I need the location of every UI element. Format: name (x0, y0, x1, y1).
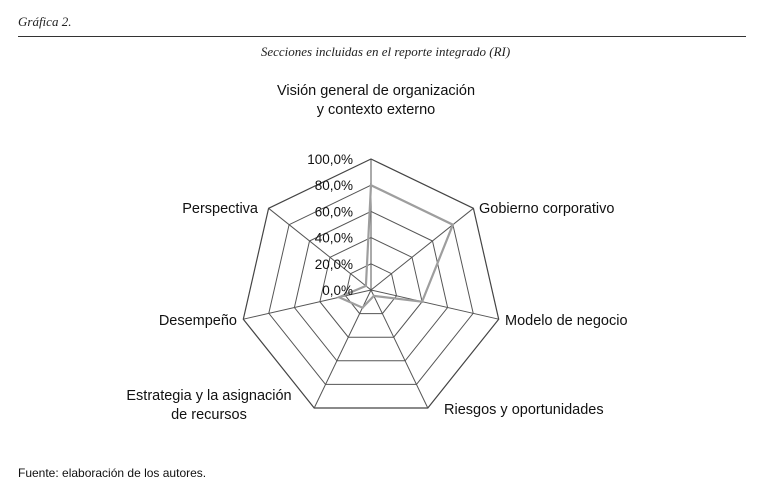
chart-title: Secciones incluidas en el reporte integr… (260, 44, 511, 59)
category-label-line: Visión general de organización (277, 83, 475, 99)
category-label-1: Gobierno corporativo (479, 201, 614, 217)
category-label-line: Modelo de negocio (505, 313, 628, 329)
tick-label-4: 80,0% (315, 178, 353, 193)
radar-category-labels: Visión general de organización y contexto… (126, 83, 627, 423)
axis-spoke-6 (268, 207, 372, 291)
category-label-line: Perspectiva (182, 201, 259, 217)
series-point-6 (364, 284, 368, 288)
category-label-line: Riesgos y oportunidades (444, 402, 604, 418)
series-point-2 (420, 300, 424, 303)
tick-label-2: 40,0% (315, 231, 353, 246)
header-rule (18, 36, 746, 37)
tick-label-5: 100,0% (307, 152, 353, 167)
axis-spoke-5 (243, 289, 372, 320)
category-label-line: Estrategia y la asignación (126, 388, 291, 404)
axis-spoke-4 (313, 289, 372, 409)
category-label-0: Visión general de organización y contexto… (277, 83, 475, 118)
series-point-5 (337, 296, 341, 299)
tick-label-1: 20,0% (315, 257, 353, 272)
grid-ring-3 (293, 210, 449, 362)
category-label-line: y contexto externo (317, 102, 436, 118)
category-label-3: Riesgos y oportunidades (444, 402, 604, 418)
series-point-0 (369, 184, 373, 187)
series-line-0 (336, 183, 455, 310)
radar-tick-labels: 0,0% 20,0% 40,0% 60,0% 80,0% 100,0% (307, 152, 353, 298)
axis-spoke-1 (370, 207, 474, 291)
axis-spoke-3 (370, 289, 429, 409)
radar-grid (242, 158, 500, 409)
category-label-line: Desempeño (159, 313, 237, 329)
figure-label: Gráfica 2. (18, 14, 72, 29)
series-point-1 (451, 223, 455, 226)
grid-ring-5 (242, 158, 500, 409)
tick-label-3: 60,0% (315, 204, 353, 219)
grid-ring-1 (344, 263, 398, 315)
category-label-4: Estrategia y la asignación de recursos (126, 388, 291, 423)
tick-label-0: 0,0% (322, 283, 353, 298)
series-point-4 (361, 306, 364, 309)
grid-ring-4 (268, 184, 474, 385)
category-label-6: Perspectiva (182, 201, 259, 217)
axis-spoke-2 (370, 289, 499, 320)
series-point-3 (372, 294, 375, 298)
category-label-2: Modelo de negocio (505, 313, 628, 329)
category-label-line: Gobierno corporativo (479, 201, 614, 217)
source-note: Fuente: elaboración de los autores. (18, 466, 207, 480)
category-label-line: de recursos (171, 407, 247, 423)
radar-series (336, 183, 455, 310)
grid-ring-2 (319, 237, 423, 338)
category-label-5: Desempeño (159, 313, 237, 329)
